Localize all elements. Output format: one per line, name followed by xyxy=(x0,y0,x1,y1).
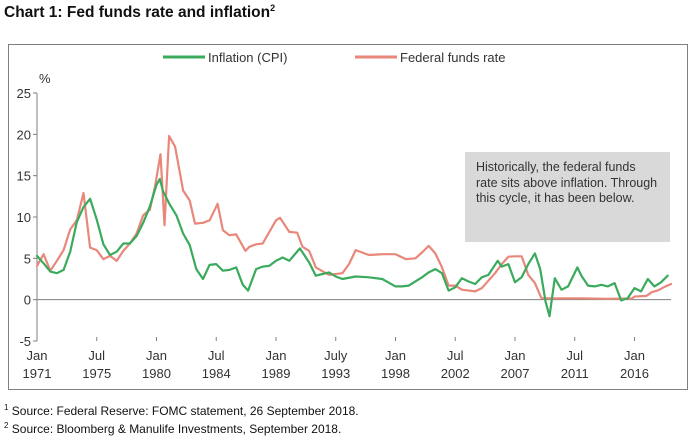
legend: Inflation (CPI) Federal funds rate xyxy=(163,50,506,65)
legend-label-fed-funds: Federal funds rate xyxy=(400,50,506,65)
x-tick-label-year: 1993 xyxy=(321,366,350,381)
x-tick-label-year: 2016 xyxy=(620,366,649,381)
source-line-1: 1 Source: Federal Reserve: FOMC statemen… xyxy=(4,401,359,419)
series-lines xyxy=(35,134,673,318)
y-axis-unit-label: % xyxy=(39,71,51,86)
series-line-inflation xyxy=(35,177,669,318)
x-tick-label-month: Jan xyxy=(27,348,48,363)
y-tick-label: 20 xyxy=(17,127,31,142)
source-1-text: Source: Federal Reserve: FOMC statement,… xyxy=(11,404,359,418)
y-tick-label: 5 xyxy=(24,251,31,266)
legend-label-inflation: Inflation (CPI) xyxy=(208,50,287,65)
x-tick-label-year: 1971 xyxy=(23,366,52,381)
x-tick-label-month: Jan xyxy=(624,348,645,363)
x-tick-label-year: 2002 xyxy=(441,366,470,381)
x-tick-label-month: Jul xyxy=(566,348,583,363)
x-tick-label-year: 1980 xyxy=(142,366,171,381)
x-tick-label-month: July xyxy=(324,348,348,363)
x-tick-label-month: Jan xyxy=(146,348,167,363)
y-tick-label: -5 xyxy=(19,334,31,349)
source-2-mark: 2 xyxy=(4,420,9,430)
x-tick-label-month: Jul xyxy=(208,348,225,363)
x-tick-label-month: Jan xyxy=(385,348,406,363)
axes: -5 0 5 10 15 20 25 Jan 1971 Jul 1975 Jan 1980 Jul 1984… xyxy=(17,86,671,381)
x-tick-label-month: Jan xyxy=(266,348,287,363)
x-tick-label-month: Jan xyxy=(505,348,526,363)
y-tick-label: 15 xyxy=(17,169,31,184)
x-tick-label-year: 2011 xyxy=(561,366,589,381)
sources: 1 Source: Federal Reserve: FOMC statemen… xyxy=(4,401,359,436)
annotation-note: Historically, the federal funds rate sit… xyxy=(465,152,670,242)
y-tick-label: 0 xyxy=(24,293,31,308)
y-tick-label: 25 xyxy=(17,86,31,101)
x-tick-label-month: Jul xyxy=(88,348,105,363)
chart-title-text: Chart 1: Fed funds rate and inflation xyxy=(4,4,271,22)
x-tick-label-year: 1975 xyxy=(82,366,111,381)
source-1-mark: 1 xyxy=(4,403,9,412)
x-tick-label-year: 2007 xyxy=(501,366,530,381)
chart-frame xyxy=(8,44,688,390)
x-tick-label-year: 1998 xyxy=(381,366,410,381)
x-tick-label-month: Jul xyxy=(447,348,464,363)
chart-title-footnote-mark: 2 xyxy=(270,3,276,13)
series-line-fed-funds xyxy=(35,134,673,300)
x-tick-label-year: 1984 xyxy=(202,366,231,381)
x-tick-label-year: 1989 xyxy=(262,366,291,381)
chart-title: Chart 1: Fed funds rate and inflation2 xyxy=(4,3,275,22)
source-line-2: 2 Source: Bloomberg & Manulife Investmen… xyxy=(4,419,359,437)
y-tick-label: 10 xyxy=(17,210,31,225)
source-2-text: Source: Bloomberg & Manulife Investments… xyxy=(11,421,342,436)
